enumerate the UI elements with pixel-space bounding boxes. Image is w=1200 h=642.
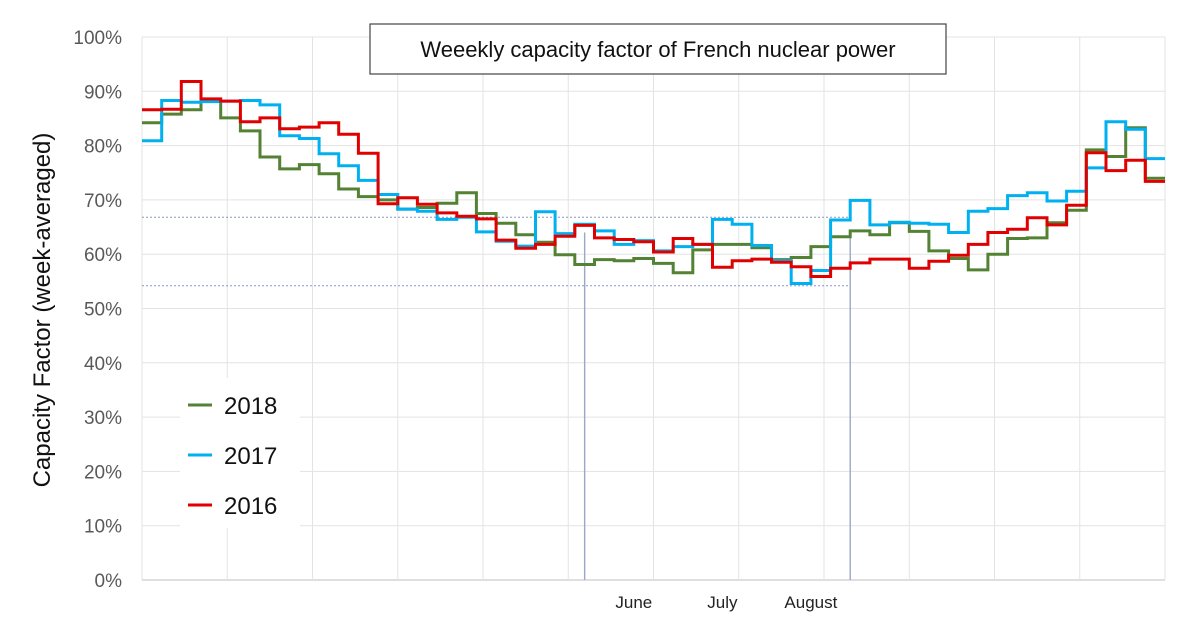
y-tick-label: 70% [84, 191, 122, 212]
y-tick-label: 40% [84, 354, 122, 375]
legend-label-2018: 2018 [224, 393, 277, 420]
x-month-label: June [615, 593, 652, 612]
y-axis-label: Capacity Factor (week-averaged) [29, 133, 56, 488]
legend: 2018 2017 2016 [180, 378, 300, 528]
x-month-label: August [784, 593, 837, 612]
legend-label-2016: 2016 [224, 493, 277, 520]
reference-lines [142, 216, 851, 580]
grid [141, 36, 1166, 581]
y-tick-label: 100% [73, 28, 122, 49]
series-group [142, 80, 1165, 285]
y-tick-label: 10% [84, 517, 122, 538]
y-axis-ticks: 0% 10% 20% 30% 40% 50% 60% 70% 80% 90% 100% [73, 28, 122, 592]
series-2018-line [142, 99, 1165, 275]
series-2016-line [142, 80, 1165, 278]
y-tick-label: 60% [84, 245, 122, 266]
title-box: Weeekly capacity factor of French nuclea… [369, 23, 947, 75]
y-tick-label: 50% [84, 300, 122, 321]
y-tick-label: 80% [84, 137, 122, 158]
x-axis-month-labels: June July August [615, 593, 837, 612]
legend-label-2017: 2017 [224, 443, 277, 470]
chart-title: Weeekly capacity factor of French nuclea… [420, 37, 895, 62]
x-month-label: July [707, 593, 738, 612]
y-tick-label: 20% [84, 462, 122, 483]
y-tick-label: 90% [84, 82, 122, 103]
y-tick-label: 0% [95, 571, 123, 592]
y-tick-label: 30% [84, 408, 122, 429]
